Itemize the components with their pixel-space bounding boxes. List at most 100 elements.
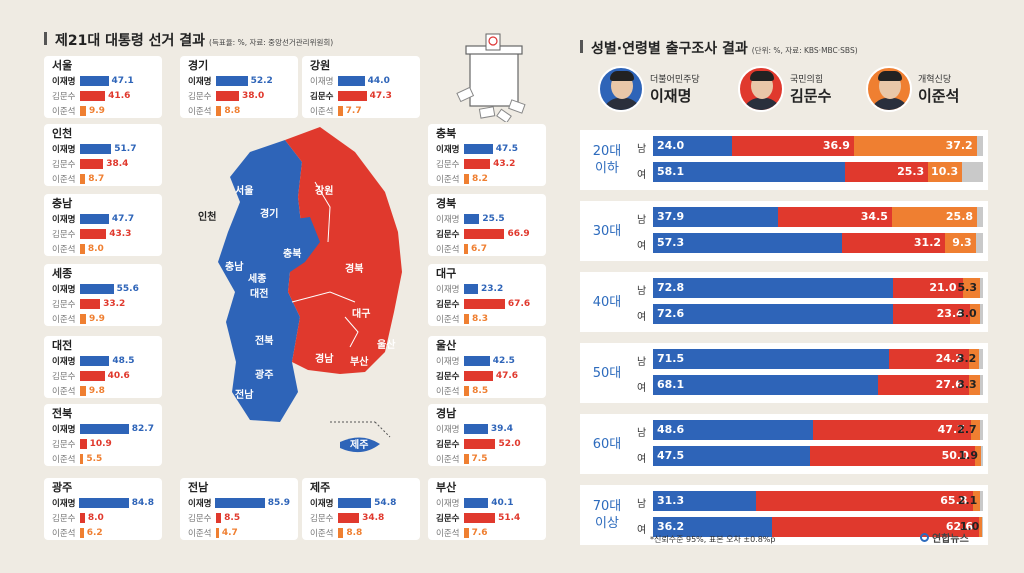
candidate-name: 이준석: [436, 244, 460, 255]
region-result-row: 김문수 8.0: [52, 510, 154, 525]
bar-segment: 5.3: [958, 278, 981, 298]
region-result-row: 김문수 41.6: [52, 88, 154, 103]
region-name: 서울: [52, 59, 73, 72]
candidate-party: 개혁신당: [918, 75, 952, 85]
age-group-label-line: 70대: [592, 499, 622, 514]
bar-segment: 48.6: [653, 420, 814, 440]
age-group: 40대 남 72.8 21.0 5.3 여 72.6 23.4 3.0: [580, 272, 988, 332]
stacked-bar: 58.1 25.3 10.3: [653, 162, 983, 182]
vote-share-bar: [464, 497, 489, 508]
map-label-jeonbuk: 전북: [255, 334, 273, 347]
bar-value-label: 48.6: [657, 423, 685, 436]
vote-share-bar: [80, 438, 87, 449]
region-result-row: 김문수 40.6: [52, 368, 154, 383]
candidate-name: 이재명: [52, 214, 76, 225]
candidate-name: 김문수: [52, 439, 76, 450]
region-name: 전북: [52, 407, 73, 420]
candidate-name: 이준석: [188, 528, 212, 539]
age-group-label-line: 이하: [595, 161, 619, 176]
candidate-name: 이준석: [436, 454, 460, 465]
vote-share-value: 47.1: [111, 75, 134, 86]
vote-share-value: 10.9: [89, 438, 112, 449]
bar-segment: 10.3: [928, 162, 963, 182]
region-result-row: 김문수 8.5: [188, 510, 290, 525]
candidate-name: 김문수: [188, 91, 212, 102]
region-card: 제주 이재명 54.8 김문수 34.8 이준석 8.8: [302, 478, 420, 540]
sex-label: 남: [637, 428, 647, 439]
vote-share-value: 51.7: [114, 143, 137, 154]
bar-segment-other: [975, 233, 983, 253]
bar-segment: 21.0: [893, 278, 963, 298]
vote-share-value: 9.9: [88, 313, 105, 324]
vote-share-value: 47.3: [369, 90, 392, 101]
bar-value-label: 21.0: [929, 281, 957, 294]
region-result-row: 이준석 7.7: [310, 103, 412, 118]
vote-share-bar: [464, 243, 469, 254]
bar-segment: 3.2: [957, 349, 980, 369]
vote-share-bar: [338, 90, 367, 101]
candidate-name: 이재명: [436, 144, 460, 155]
region-result-row: 이준석 8.5: [436, 383, 538, 398]
candidate-name: 이재명: [52, 76, 76, 87]
bar-value-label: 3.3: [957, 378, 977, 391]
bar-segment-other: [979, 375, 983, 395]
vote-share-value: 6.7: [471, 243, 487, 254]
candidate-name: 이준석: [310, 528, 334, 539]
map-east-red: [285, 127, 402, 374]
region-result-row: 김문수 10.9: [52, 436, 154, 451]
region-result-row: 이준석 8.8: [188, 103, 290, 118]
bar-segment: 1.0: [960, 517, 983, 537]
sex-label: 여: [637, 383, 647, 394]
bar-segment-other: [980, 278, 983, 298]
region-result-row: 김문수 47.6: [436, 368, 538, 383]
bar-value-label: 72.8: [657, 281, 685, 294]
map-label-chungnam: 충남: [225, 260, 244, 273]
vote-share-value: 52.0: [498, 438, 521, 449]
vote-share-bar: [464, 158, 491, 169]
vote-share-value: 54.8: [374, 497, 397, 508]
bar-segment: 23.4: [892, 304, 970, 324]
region-result-row: 김문수 43.2: [436, 156, 538, 171]
region-result-row: 김문수 52.0: [436, 436, 538, 451]
region-result-row: 이준석 6.7: [436, 241, 538, 256]
candidate-photo: [738, 66, 784, 112]
region-name: 광주: [52, 481, 73, 494]
logo-icon: [920, 533, 929, 542]
region-result-row: 이준석 8.7: [52, 171, 154, 186]
bar-segment-other: [980, 491, 983, 511]
candidate-name: 이재명: [310, 76, 334, 87]
region-result-row: 이준석 8.8: [310, 525, 412, 540]
bar-value-label: 3.0: [957, 307, 977, 320]
bar-segment: 24.0: [653, 136, 733, 156]
stacked-bar: 37.9 34.5 25.8: [653, 207, 983, 227]
region-result-row: 이준석 7.5: [436, 451, 538, 466]
vote-share-value: 7.5: [471, 453, 488, 464]
candidate-name: 이준석: [52, 454, 76, 465]
vote-share-value: 47.5: [495, 143, 518, 154]
vote-share-value: 84.8: [131, 497, 154, 508]
region-result-row: 김문수 67.6: [436, 296, 538, 311]
region-result-row: 이준석 8.0: [52, 241, 154, 256]
region-result-row: 이재명 25.5: [436, 211, 538, 226]
region-result-row: 이준석 9.9: [52, 311, 154, 326]
bar-value-label: 36.2: [657, 520, 685, 533]
vote-share-value: 44.0: [367, 75, 390, 86]
candidate-name: 이준석: [52, 528, 76, 539]
vote-share-bar: [464, 370, 493, 381]
vote-share-bar: [464, 423, 488, 434]
region-name: 강원: [310, 59, 331, 72]
candidate-name: 이준석: [52, 386, 76, 397]
vote-share-bar: [464, 512, 496, 523]
stacked-bar: 57.3 31.2 9.3: [653, 233, 983, 253]
candidate-name: 이재명: [436, 284, 460, 295]
age-group-label-line: 50대: [592, 365, 622, 381]
bar-segment-other: [962, 162, 983, 182]
bar-value-label: 1.0: [959, 520, 980, 533]
vote-share-bar: [216, 527, 219, 538]
region-name: 인천: [52, 127, 73, 140]
candidate-name: 김문수: [436, 159, 460, 170]
bar-segment: 36.9: [732, 136, 854, 156]
region-name: 울산: [436, 339, 457, 352]
bar-segment: 27.6: [877, 375, 969, 395]
vote-share-value: 23.2: [481, 283, 504, 294]
